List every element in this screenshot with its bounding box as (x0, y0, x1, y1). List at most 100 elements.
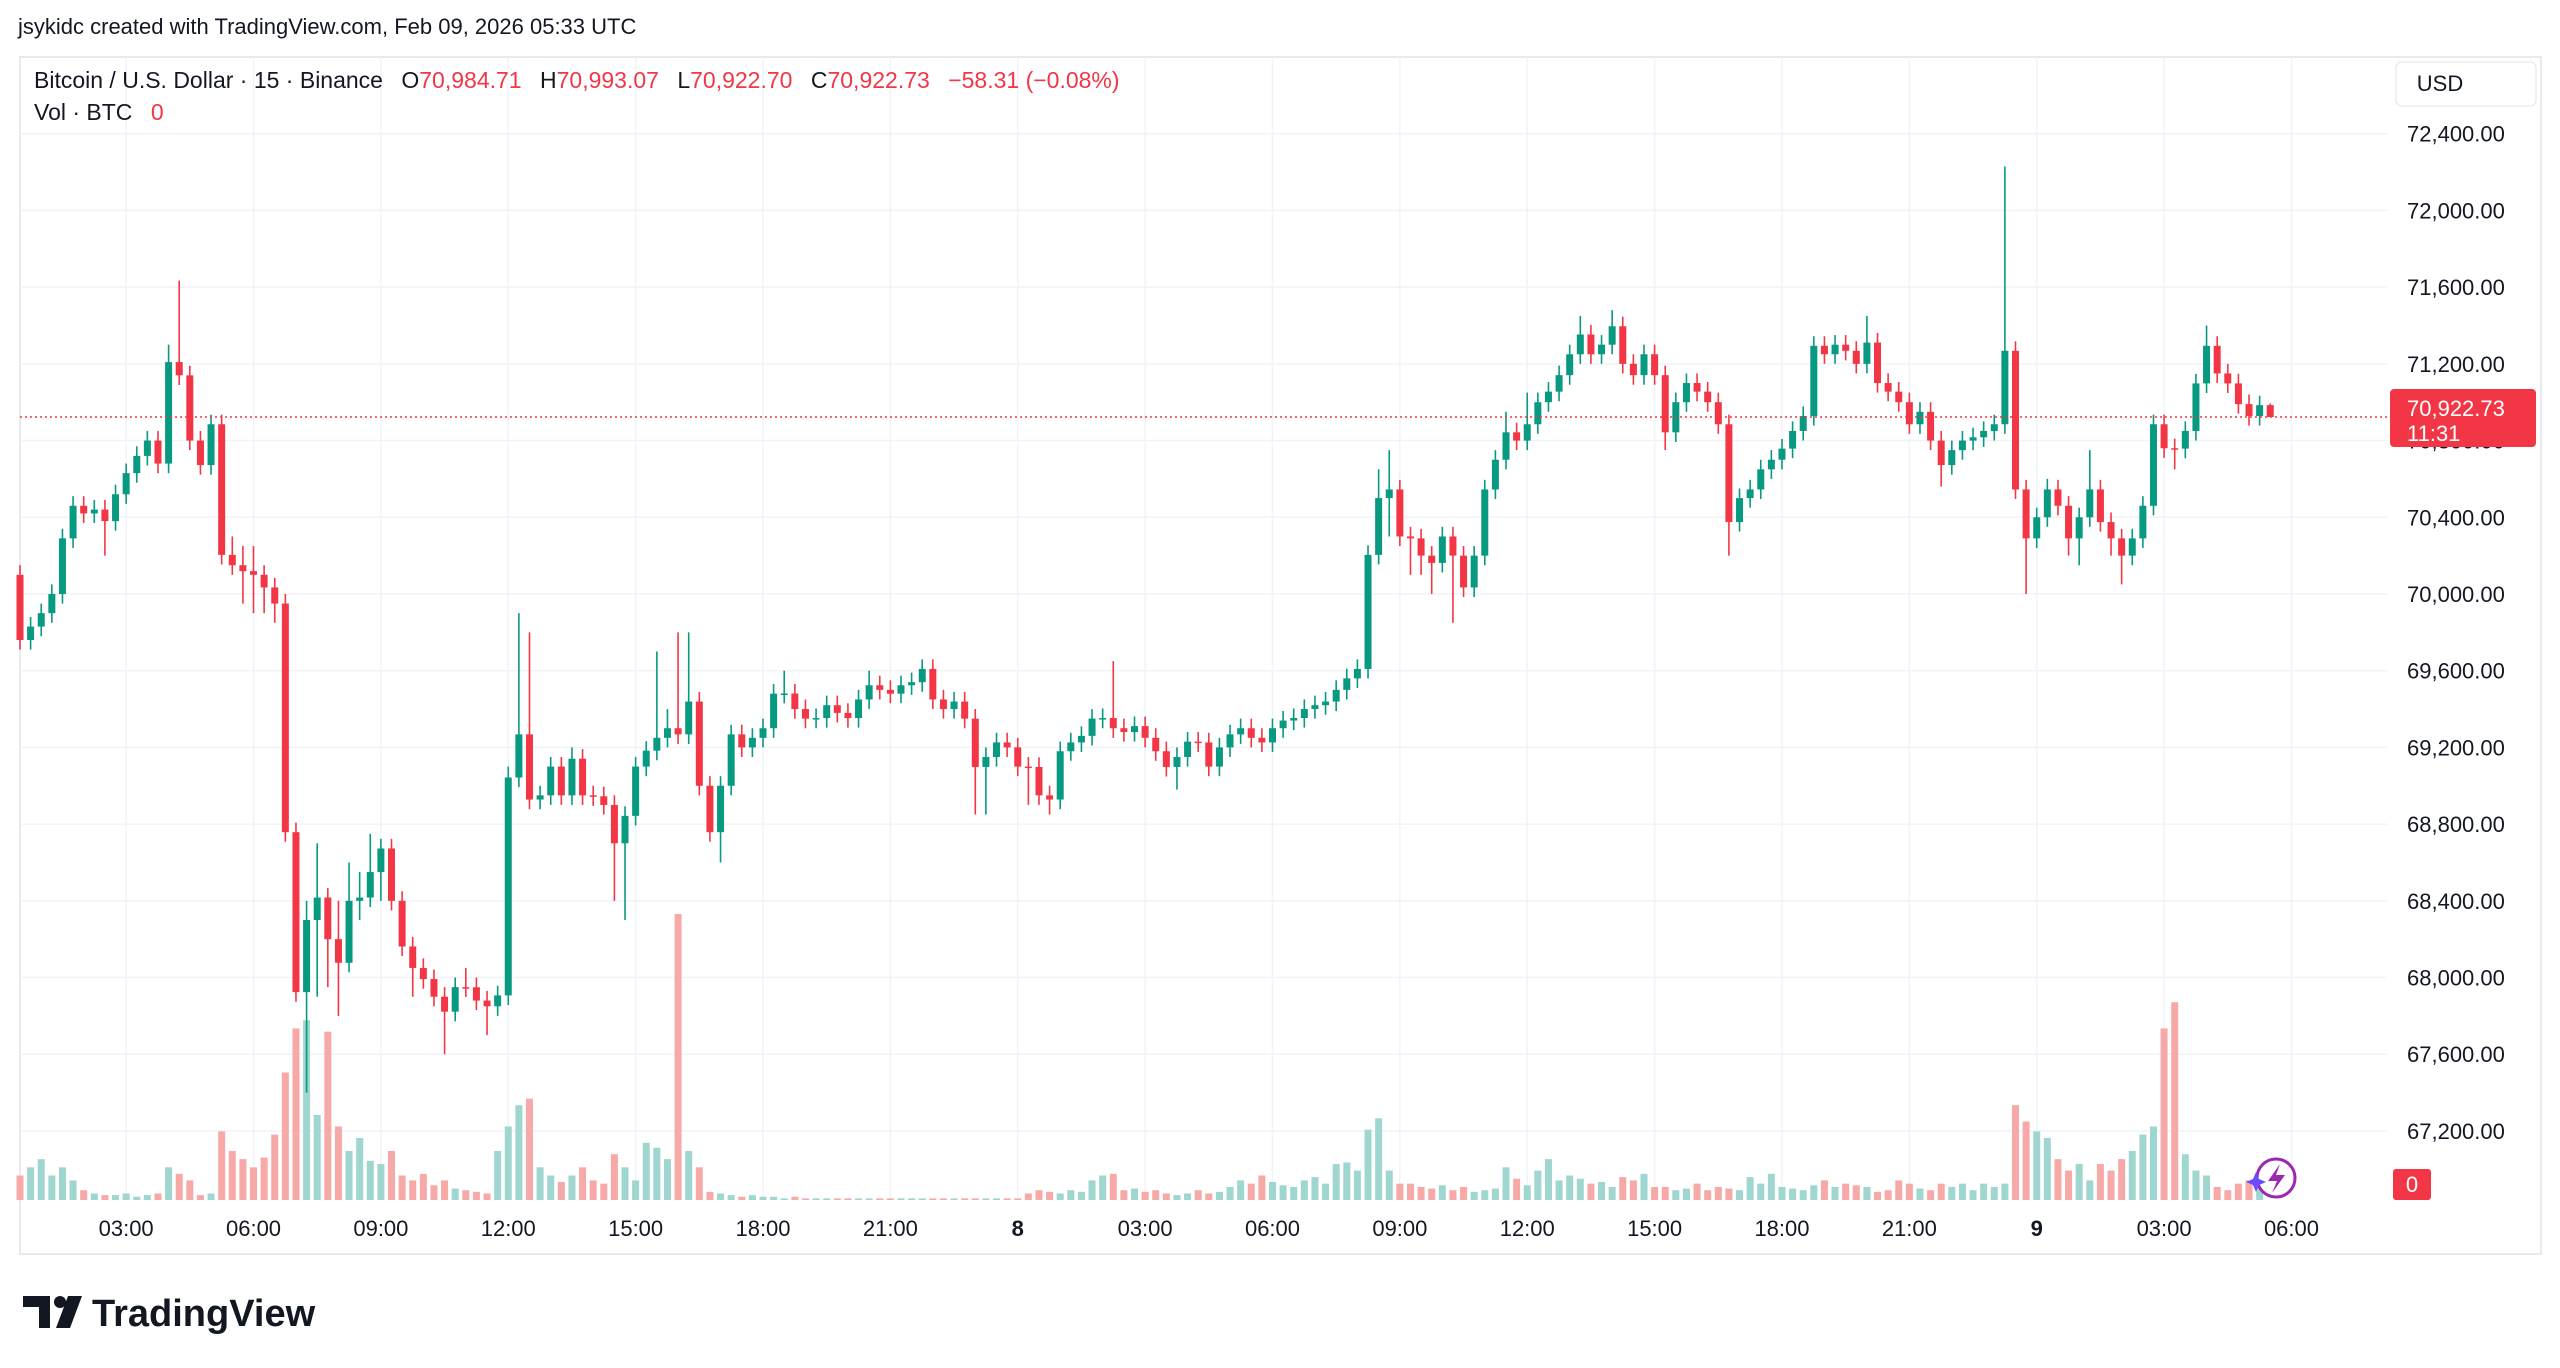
candle-body (2213, 345, 2221, 374)
volume-bar (939, 1198, 947, 1200)
volume-bar (1990, 1186, 1998, 1200)
logo-mark[interactable]: TradingView (20, 1288, 440, 1338)
attribution: jsykidc created with TradingView.com, Fe… (18, 14, 637, 39)
candle-body (1024, 766, 1032, 769)
volume-bar (430, 1185, 438, 1200)
volume-bar (239, 1159, 247, 1200)
volume-bar (2181, 1154, 2189, 1200)
assistant-icon[interactable] (2246, 1157, 2297, 1199)
volume-bar (727, 1195, 735, 1200)
candle-body (1810, 345, 1818, 417)
candle-body (1258, 737, 1266, 743)
candle-body (1152, 737, 1160, 752)
volume-bar (2203, 1175, 2211, 1200)
last-price-label: 70,922.73 (2407, 396, 2505, 421)
x-tick-label: 12:00 (481, 1216, 536, 1241)
volume-bar (1258, 1175, 1266, 1200)
candle-body (1874, 342, 1882, 384)
candle-body (971, 718, 979, 767)
candle-body (1682, 383, 1690, 403)
volume-bar (674, 914, 682, 1200)
volume-bar (536, 1167, 544, 1200)
volume-bar (472, 1191, 480, 1200)
candle-body (1852, 350, 1860, 364)
volume-bar (196, 1195, 204, 1200)
symbol[interactable]: Bitcoin / U.S. Dollar · 15 · Binance (34, 67, 383, 93)
volume-bar (918, 1198, 926, 1200)
candle-body (568, 758, 576, 796)
candle-body (143, 440, 151, 456)
candle-body (1215, 747, 1223, 767)
volume-bar (1035, 1190, 1043, 1200)
candle-body (2043, 489, 2051, 518)
volume-bar (610, 1154, 618, 1200)
candle-body (218, 424, 226, 555)
legend-value: 70,922.73 (827, 67, 930, 93)
logo[interactable]: TradingView (20, 1288, 440, 1343)
candle-body (80, 505, 88, 514)
candle-body (1056, 751, 1064, 800)
volume-bar (90, 1193, 98, 1200)
candle-body (90, 509, 98, 514)
candle-body (993, 742, 1001, 757)
volume-bar (1067, 1190, 1075, 1200)
candle-body (196, 440, 204, 466)
candle-body (504, 777, 512, 996)
volume-bar (1046, 1191, 1054, 1200)
volume-label: 0 (2406, 1172, 2418, 1197)
candle-body (1322, 701, 1330, 706)
y-tick-label: 68,800.00 (2407, 812, 2505, 837)
candle-body (154, 440, 162, 464)
candle-body (2086, 489, 2094, 518)
candle-body (483, 1000, 491, 1007)
candle-body (1353, 668, 1361, 679)
volume-bar (1831, 1186, 1839, 1200)
volume-bar (1470, 1191, 1478, 1200)
volume-bar (1003, 1198, 1011, 1200)
currency-box[interactable] (2395, 61, 2537, 107)
volume-bar (1056, 1193, 1064, 1200)
candle-body (833, 705, 841, 713)
candle-body (356, 897, 364, 901)
icon-bolt[interactable] (2268, 1164, 2285, 1193)
volume-bar (377, 1164, 385, 1200)
volume-bar (738, 1196, 746, 1200)
volume-bar (908, 1198, 916, 1200)
candle-body (876, 685, 884, 690)
volume-bar (1428, 1188, 1436, 1200)
logo-v (56, 1296, 82, 1328)
volume-bar (1725, 1188, 1733, 1200)
logo-t (23, 1296, 50, 1328)
candle-body (1916, 411, 1924, 425)
candle-body (2256, 405, 2264, 417)
candle-body (1990, 424, 1998, 431)
volume-bar (207, 1193, 215, 1200)
volume-bar (165, 1167, 173, 1200)
legend-key: C (810, 67, 828, 93)
volume-bar (1736, 1190, 1744, 1200)
volume-bar (1927, 1190, 1935, 1200)
currency[interactable]: USD (2417, 71, 2463, 96)
volume-bar (1714, 1186, 1722, 1200)
candle-body (1226, 734, 1234, 748)
volume-bar (1842, 1183, 1850, 1200)
volume-bar (1905, 1183, 1913, 1200)
candle-body (812, 718, 820, 720)
candle-body (1778, 448, 1786, 460)
icon-sparkle[interactable] (2246, 1172, 2266, 1192)
volume-bar (2234, 1183, 2242, 1200)
volume-bar (1895, 1180, 1903, 1200)
candle-body (451, 987, 459, 1012)
volume-bar (345, 1150, 353, 1200)
candle-body (1746, 489, 1754, 499)
volume-bar (515, 1105, 523, 1200)
volume-bar (1173, 1195, 1181, 1200)
candle-body (37, 613, 45, 627)
volume-bar (2213, 1186, 2221, 1200)
candle-body (961, 701, 969, 719)
volume-title[interactable]: Vol · BTC (34, 99, 133, 125)
volume-bar (897, 1198, 905, 1200)
volume-bar (1789, 1188, 1797, 1200)
volume-bar (1406, 1183, 1414, 1200)
volume-bar (2054, 1159, 2062, 1200)
